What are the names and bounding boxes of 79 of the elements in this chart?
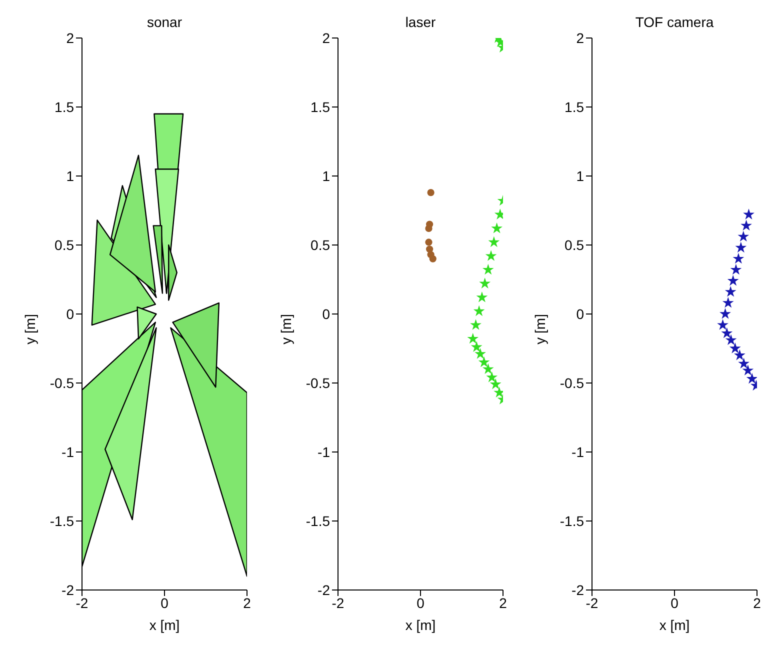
point (474, 348, 486, 359)
point (491, 222, 502, 234)
point (722, 296, 734, 308)
chart-title: laser (404, 14, 437, 30)
point (478, 356, 490, 368)
y-tick-label: 0 (66, 306, 74, 322)
chart-title: sonar (146, 14, 184, 30)
y-tick-label: 2 (66, 30, 74, 46)
y-tick-label: -1 (62, 444, 74, 460)
x-tick-label: 0 (670, 594, 679, 611)
point (485, 250, 497, 261)
y-tick-label: 0.5 (310, 236, 330, 253)
point (470, 319, 482, 330)
point (721, 327, 733, 338)
point (482, 363, 494, 374)
y-tick-label: 1.5 (310, 98, 330, 115)
point (470, 341, 482, 352)
point (729, 342, 741, 354)
x-tick-label: 2 (753, 594, 762, 611)
y-tick-label: -1 (572, 444, 584, 460)
y-axis-title: y [m] (278, 314, 294, 344)
point (425, 224, 432, 232)
y-tick-label: 2 (576, 30, 584, 46)
y-tick-label: 1 (322, 168, 330, 184)
y-tick-label: -0.5 (306, 374, 330, 391)
y-tick-label: 1 (66, 168, 74, 184)
point (425, 238, 432, 246)
x-axis-title: x [m] (405, 616, 436, 633)
point (476, 291, 488, 302)
x-axis-title: x [m] (149, 616, 180, 633)
y-tick-label: -2 (318, 582, 330, 598)
point (732, 252, 744, 264)
point (479, 278, 491, 288)
y-tick-label: 0 (322, 306, 330, 322)
point (730, 264, 742, 275)
point (724, 286, 736, 297)
y-axis-title: y [m] (22, 314, 38, 344)
point (482, 264, 494, 275)
point (743, 208, 754, 220)
y-axis-title: y [m] (532, 314, 548, 344)
chart-title: TOF camera (634, 14, 715, 30)
point (488, 236, 500, 248)
point (746, 372, 757, 384)
y-tick-label: 0.5 (54, 236, 74, 253)
x-tick-label: 2 (499, 594, 508, 611)
y-tick-label: 1 (576, 168, 584, 184)
y-tick-label: -1 (318, 444, 330, 460)
y-tick-label: 0.5 (564, 236, 584, 253)
point (467, 332, 479, 344)
point (734, 349, 746, 360)
y-tick-label: -1.5 (50, 512, 74, 529)
point (735, 242, 747, 253)
x-tick-label: 2 (243, 594, 252, 611)
point (740, 220, 752, 231)
y-tick-label: -1.5 (560, 512, 584, 529)
x-tick-label: 0 (160, 594, 169, 611)
point (473, 305, 485, 316)
y-tick-label: 2 (322, 30, 330, 46)
y-tick-label: 1.5 (564, 98, 584, 115)
point (738, 230, 750, 242)
y-tick-label: -0.5 (50, 374, 74, 391)
point (738, 358, 750, 369)
y-tick-label: -2 (572, 582, 584, 598)
point (727, 274, 739, 286)
point (717, 319, 728, 330)
point (725, 334, 737, 346)
y-tick-label: -1.5 (306, 512, 330, 529)
y-tick-label: 0 (576, 306, 584, 322)
point (427, 189, 434, 196)
point (742, 364, 754, 376)
point (429, 255, 436, 262)
x-axis-title: x [m] (659, 616, 690, 633)
point (720, 308, 731, 319)
x-tick-label: 0 (416, 594, 425, 611)
y-tick-label: -2 (62, 582, 74, 598)
point (490, 378, 502, 390)
point (486, 372, 498, 382)
y-tick-label: -0.5 (560, 374, 584, 391)
y-tick-label: 1.5 (54, 98, 74, 115)
